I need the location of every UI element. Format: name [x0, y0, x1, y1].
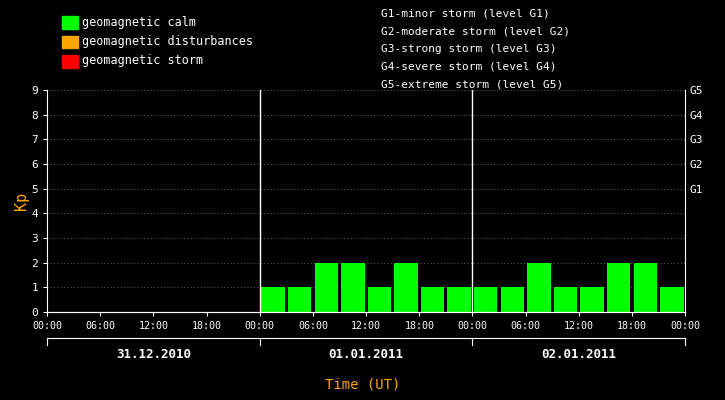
Bar	[368, 287, 391, 312]
Bar	[262, 287, 285, 312]
Bar	[581, 287, 604, 312]
Text: 02.01.2011: 02.01.2011	[542, 348, 616, 360]
Text: 31.12.2010: 31.12.2010	[116, 348, 191, 360]
Bar	[394, 263, 418, 312]
Bar	[554, 287, 577, 312]
Bar	[527, 263, 550, 312]
Bar	[660, 287, 684, 312]
Bar	[634, 263, 657, 312]
Text: G2-moderate storm (level G2): G2-moderate storm (level G2)	[381, 26, 570, 37]
Text: geomagnetic calm: geomagnetic calm	[82, 16, 196, 29]
Bar	[421, 287, 444, 312]
Bar	[288, 287, 311, 312]
Text: geomagnetic storm: geomagnetic storm	[82, 54, 203, 67]
Text: G1-minor storm (level G1): G1-minor storm (level G1)	[381, 9, 550, 19]
Text: G4-severe storm (level G4): G4-severe storm (level G4)	[381, 62, 556, 72]
Text: G5-extreme storm (level G5): G5-extreme storm (level G5)	[381, 80, 563, 90]
Bar	[341, 263, 365, 312]
Text: G3-strong storm (level G3): G3-strong storm (level G3)	[381, 44, 556, 54]
Text: Time (UT): Time (UT)	[325, 378, 400, 392]
Bar	[447, 287, 471, 312]
Text: 01.01.2011: 01.01.2011	[328, 348, 404, 360]
Bar	[607, 263, 630, 312]
Bar	[315, 263, 338, 312]
Y-axis label: Kp: Kp	[14, 192, 28, 210]
Bar	[474, 287, 497, 312]
Text: geomagnetic disturbances: geomagnetic disturbances	[82, 35, 253, 48]
Bar	[501, 287, 524, 312]
